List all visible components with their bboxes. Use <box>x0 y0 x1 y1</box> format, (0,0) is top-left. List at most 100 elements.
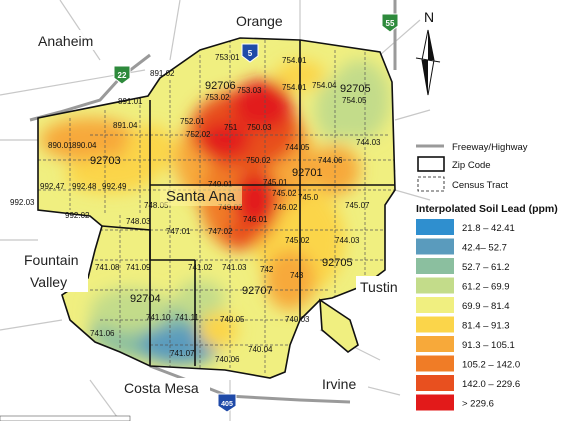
legend-swatch <box>416 219 454 235</box>
svg-text:22: 22 <box>118 71 127 80</box>
tract-label: 741.10 <box>146 313 171 322</box>
legend-swatch <box>416 297 454 313</box>
legend-range: 142.0 – 229.6 <box>462 379 520 390</box>
legend-range: 52.7 – 61.2 <box>462 262 510 273</box>
tract-label: 754.05 <box>342 96 367 105</box>
legend-range: 61.2 – 69.9 <box>462 282 510 293</box>
scale-bar <box>0 415 131 421</box>
city-label-santa-ana: Santa Ana <box>166 188 236 205</box>
tract-label: 992.02 <box>65 211 90 220</box>
legend-title: Interpolated Soil Lead (ppm) <box>416 203 558 215</box>
city-label-irvine: Irvine <box>322 376 356 392</box>
legend-swatch <box>416 355 454 372</box>
legend-zip: Zip Code <box>452 160 491 171</box>
tract-label: 741.11 <box>175 313 199 322</box>
tract-label: 992.48 <box>72 182 97 191</box>
svg-text:5: 5 <box>248 49 253 58</box>
tract-label: 740.04 <box>248 345 273 354</box>
svg-text:N: N <box>424 9 434 25</box>
tract-label: 745.07 <box>345 201 370 210</box>
legend-swatch <box>416 258 454 274</box>
tract-label: 891.02 <box>150 69 175 78</box>
tract-label: 891.04 <box>113 121 138 130</box>
tract-label: 992.03 <box>10 198 35 207</box>
tract-label: 744.06 <box>318 156 343 165</box>
zip-label: 92705 <box>322 257 353 269</box>
legend-freeway: Freeway/Highway <box>452 142 528 153</box>
tract-label: 749.01 <box>208 180 233 189</box>
tract-label: 742 <box>260 265 274 274</box>
tract-label: 740.06 <box>215 355 240 364</box>
legend-swatch <box>416 316 454 333</box>
legend-range: 105.2 – 142.0 <box>462 360 520 371</box>
tract-label: 744.03 <box>356 138 381 147</box>
tract-label: 754.01 <box>282 83 307 92</box>
legend-tract: Census Tract <box>452 180 508 191</box>
tract-label: 741.09 <box>126 263 151 272</box>
tract-label: 744.05 <box>285 143 310 152</box>
city-label-anaheim: Anaheim <box>38 33 93 49</box>
legend-swatch <box>416 238 454 255</box>
zip-labels: 92706 92705 92703 92701 92705 92704 9270… <box>90 80 371 305</box>
legend-range: 42.4– 52.7 <box>462 243 507 254</box>
tract-label: 740.05 <box>220 315 245 324</box>
legend-swatch <box>416 375 454 391</box>
svg-text:405: 405 <box>221 401 233 408</box>
tract-label: 743 <box>290 271 304 280</box>
legend-swatch <box>416 394 454 411</box>
tract-label: 748.05 <box>144 201 169 210</box>
tract-label: 745.02 <box>272 189 297 198</box>
tract-label: 745.01 <box>263 178 288 187</box>
tract-label: 745.0 <box>298 193 319 202</box>
zip-label: 92703 <box>90 155 121 167</box>
tract-label: 741.03 <box>222 263 247 272</box>
city-label-fountain: Fountain <box>24 252 78 268</box>
i5-shield: 5 <box>241 43 259 63</box>
tract-label: 741.06 <box>90 329 115 338</box>
tract-label: 744.03 <box>335 236 360 245</box>
tract-label: 992.49 <box>102 182 127 191</box>
tract-label: 753.02 <box>205 93 230 102</box>
tract-label: 751 <box>224 123 238 132</box>
city-label-valley: Valley <box>30 274 67 290</box>
tract-label: 747.01 <box>166 227 191 236</box>
tract-label: 750.03 <box>247 123 272 132</box>
legend-classes: 21.8 – 42.41 42.4– 52.7 52.7 – 61.2 61.2 – … <box>416 219 520 411</box>
tract-label: 754.04 <box>312 81 337 90</box>
tract-label: 746.02 <box>273 203 298 212</box>
city-label-tustin: Tustin <box>360 279 398 295</box>
tract-label: 746.01 <box>243 215 268 224</box>
tract-label: 890.04 <box>72 141 97 150</box>
legend-range: 21.8 – 42.41 <box>462 223 515 234</box>
hwy22-shield: 22 <box>113 65 131 85</box>
zip-label: 92707 <box>242 285 273 297</box>
tract-label: 748.03 <box>126 217 151 226</box>
legend-range: 81.4 – 91.3 <box>462 321 510 332</box>
zip-label: 92704 <box>130 293 161 305</box>
tract-label: 992.47 <box>40 182 65 191</box>
legend-range: 69.9 – 81.4 <box>462 301 510 312</box>
legend-range: > 229.6 <box>462 399 494 410</box>
tract-label: 749.02 <box>218 203 243 212</box>
north-arrow-icon: N <box>415 9 441 96</box>
legend-range: 91.3 – 105.1 <box>462 340 515 351</box>
tract-label: 753.01 <box>215 53 240 62</box>
city-labels: Anaheim Orange Santa Ana Fountain Valley… <box>18 8 404 398</box>
tract-label: 741.07 <box>170 349 195 358</box>
zip-label: 92706 <box>205 80 236 92</box>
tract-label: 754.01 <box>282 56 307 65</box>
tract-label: 890.01 <box>48 141 73 150</box>
tract-label: 752.01 <box>180 117 205 126</box>
zip-label: 92705 <box>340 83 371 95</box>
tract-label: 752.02 <box>186 130 211 139</box>
legend-swatch <box>416 336 454 352</box>
tract-labels: 753.01 754.01 754.04 754.05 891.02 753.0… <box>10 53 381 364</box>
city-label-costa-mesa: Costa Mesa <box>124 380 199 396</box>
legend: Freeway/Highway Zip Code Census Tract In… <box>416 142 558 411</box>
i405-shield: 405 <box>217 393 237 413</box>
zip-label: 92701 <box>292 167 323 179</box>
tract-label: 753.03 <box>237 86 262 95</box>
tract-label: 740.03 <box>285 315 310 324</box>
